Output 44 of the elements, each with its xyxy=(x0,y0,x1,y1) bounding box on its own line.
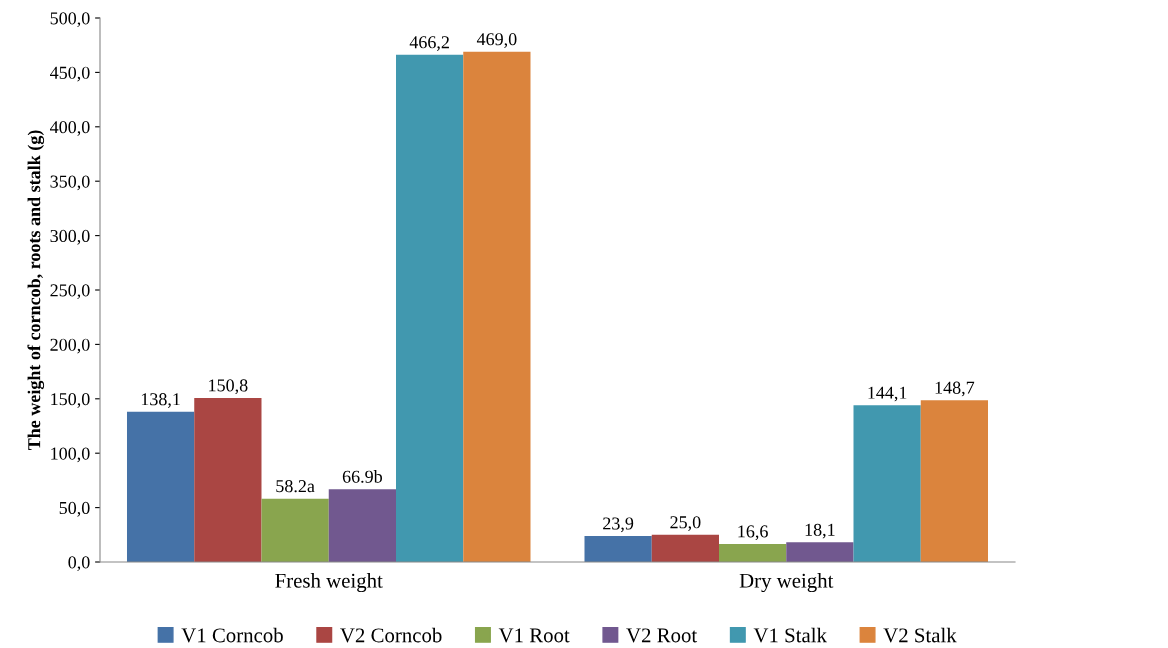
y-tick-label: 350,0 xyxy=(50,175,90,191)
legend-label: V2 Root xyxy=(626,628,698,643)
y-tick-label: 300,0 xyxy=(50,229,90,245)
y-tick-label: 250,0 xyxy=(50,284,90,300)
y-tick-label: 0,0 xyxy=(68,556,90,572)
bar xyxy=(328,489,396,562)
data-label: 469,0 xyxy=(476,33,517,48)
legend-label: V1 Stalk xyxy=(753,627,827,643)
data-label: 148,7 xyxy=(935,381,975,397)
y-tick-label: 100,0 xyxy=(51,447,90,463)
data-label: 150,8 xyxy=(209,379,248,395)
data-label: 466,2 xyxy=(409,36,449,51)
legend-label: V1 Corncob xyxy=(181,627,283,643)
bar xyxy=(651,534,719,562)
y-tick-label: 400,0 xyxy=(50,121,90,136)
data-label: 16,6 xyxy=(738,525,768,541)
data-label: 138,1 xyxy=(141,393,180,408)
y-tick-label: 500,0 xyxy=(50,12,90,28)
bar xyxy=(126,411,195,562)
bar xyxy=(396,54,464,562)
bar xyxy=(584,536,652,562)
data-label: 23,9 xyxy=(603,517,634,533)
bar xyxy=(853,405,921,562)
data-label: 25,0 xyxy=(670,516,701,531)
legend-label: V1 Root xyxy=(498,628,570,643)
y-tick-label: 150,0 xyxy=(51,393,90,408)
bar xyxy=(463,51,531,562)
data-label: 144,1 xyxy=(868,386,907,402)
x-tick-label: Dry weight xyxy=(739,573,834,593)
bar xyxy=(786,542,854,562)
bar xyxy=(719,543,787,562)
data-label: 58.2a xyxy=(276,480,315,493)
y-tick-label: 200,0 xyxy=(50,338,90,354)
bar xyxy=(920,400,989,562)
x-tick-label: Fresh weight xyxy=(275,573,383,593)
data-label: 66.9b xyxy=(342,470,382,483)
bar xyxy=(261,498,329,562)
legend-label: V2 Stalk xyxy=(883,627,957,643)
y-tick-label: 50,0 xyxy=(59,501,90,517)
y-tick-label: 450,0 xyxy=(50,66,90,82)
data-label: 18,1 xyxy=(805,523,835,539)
y-axis-title: The weight of corncob, roots and stalk (g) xyxy=(27,130,45,451)
legend-label: V2 Corncob xyxy=(340,627,442,643)
bar xyxy=(194,397,262,562)
